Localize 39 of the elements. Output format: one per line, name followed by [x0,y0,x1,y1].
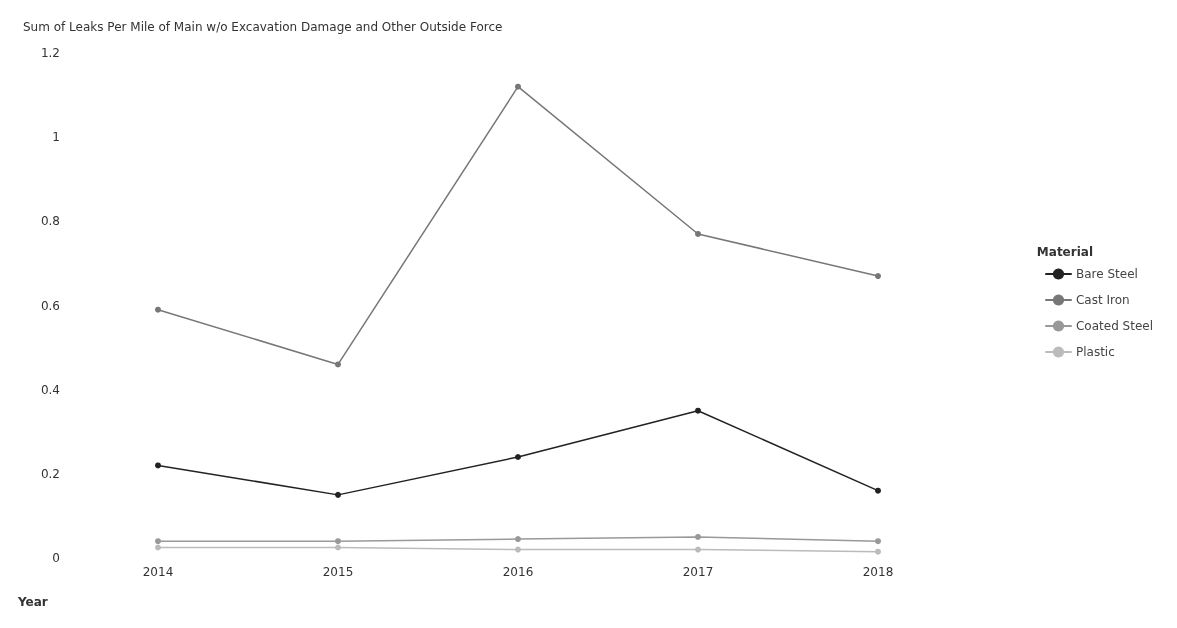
y-tick-label: 1.2 [40,46,60,60]
x-axis-title: Year [17,595,48,609]
point [155,306,161,313]
legend-label: Plastic [1075,345,1115,359]
point [155,544,161,551]
point [335,544,341,551]
point [335,538,341,545]
y-tick-label: 0.6 [40,298,60,313]
y-tick-label: 0.4 [40,382,60,397]
x-tick-label: 2016 [502,565,534,579]
legend-title: Material [1036,245,1093,259]
x-tick-label: 2018 [862,565,894,579]
point [335,491,341,498]
legend-label: Cast Iron [1075,293,1130,307]
point [695,546,701,553]
point [515,546,521,553]
y-tick-label: 1 [52,130,60,145]
legend-label: Bare Steel [1075,267,1138,281]
legend-label: Coated Steel [1075,319,1153,333]
chart-title: Sum of Leaks Per Mile of Main w/o Excavation Damage and Other Outside Force [23,20,503,34]
y-tick-label: 0.2 [40,466,60,481]
y-tick-label: 0.8 [40,214,60,229]
point [875,548,881,555]
point [515,83,521,90]
y-tick-label: 0 [52,551,60,565]
x-tick-label: 2015 [322,565,354,579]
point [155,538,161,545]
point [515,454,521,460]
point [695,407,701,414]
point [875,487,881,494]
point [695,533,701,540]
point [515,536,521,543]
point [155,462,161,469]
point [695,230,701,237]
point [875,538,881,545]
point [875,273,881,280]
x-tick-label: 2017 [682,565,714,579]
point [335,361,341,368]
x-tick-label: 2014 [142,565,174,579]
